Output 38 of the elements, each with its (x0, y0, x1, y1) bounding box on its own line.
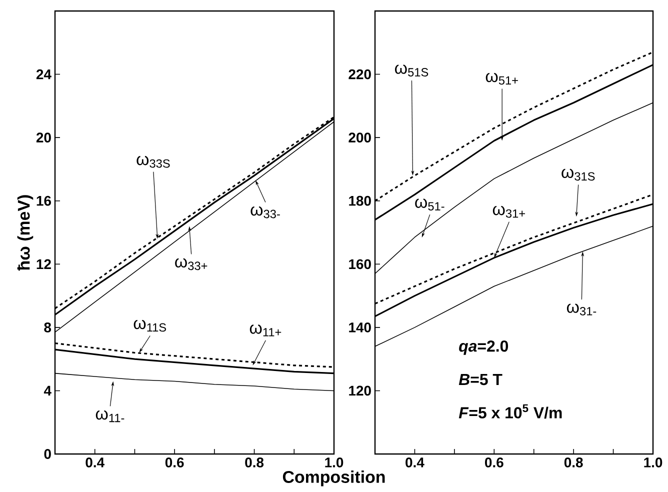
y-axis-title: ħω (meV) (17, 195, 34, 271)
y-tick-label: 220 (348, 69, 371, 80)
annotation: ω$_{11+}$ (250, 324, 282, 336)
x-tick-label: 1.0 (644, 458, 662, 468)
annotation: ω$_{33+}$ (175, 258, 208, 270)
x-tick-label: 0.8 (245, 458, 264, 468)
x-axis-title: Composition (282, 470, 385, 486)
annotation: ω$_{33-}$ (250, 206, 280, 218)
annotation: ω$_{51S}$ (395, 64, 428, 76)
y-tick-label: 16 (36, 196, 51, 206)
y-tick-label: 24 (36, 69, 52, 80)
annotation: qa=2.0 (459, 340, 508, 355)
y-tick-label: 120 (349, 386, 371, 396)
y-tick-label: 0 (44, 449, 51, 459)
y-tick-label: 200 (348, 132, 371, 143)
x-tick-label: 0.6 (165, 458, 184, 468)
x-tick-label: 0.6 (484, 458, 504, 468)
annotation: ω$_{11-}$ (96, 410, 124, 422)
annotation: ω$_{33S}$ (136, 156, 170, 168)
annotation: ω$_{51+}$ (486, 72, 518, 85)
x-tick-label: 0.8 (564, 458, 583, 468)
y-tick-label: 160 (349, 259, 371, 270)
x-tick-label: 0.4 (86, 458, 104, 468)
x-tick-label: 0.4 (406, 458, 424, 468)
y-tick-label: 4 (44, 386, 52, 396)
y-tick-label: 180 (349, 196, 371, 206)
annotation: ω$_{31S}$ (562, 168, 595, 181)
annotation: F=5 x 10$^{5}$ V/m (458, 404, 562, 419)
y-tick-label: 12 (36, 259, 51, 270)
annotation: ω$_{31+}$ (492, 206, 525, 218)
y-tick-label: 20 (36, 132, 51, 143)
annotation: ω$_{31-}$ (566, 304, 596, 316)
annotation: B=5 T (458, 374, 502, 386)
annotation: ω$_{11S}$ (134, 320, 166, 332)
annotation: ω$_{51-}$ (415, 198, 444, 210)
x-tick-label: 1.0 (325, 458, 344, 468)
y-tick-label: 8 (44, 322, 52, 332)
y-tick-label: 140 (349, 322, 371, 332)
